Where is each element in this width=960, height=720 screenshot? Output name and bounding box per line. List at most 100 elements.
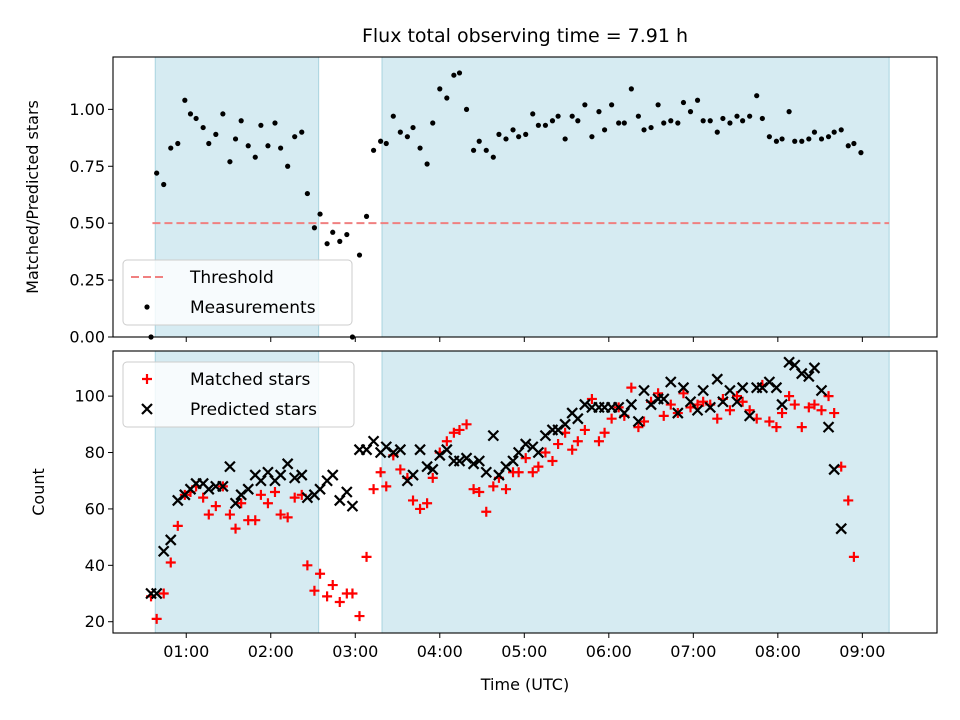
matched-point (626, 382, 637, 393)
legend-label: Predicted stars (190, 400, 317, 420)
predicted-point (532, 446, 545, 459)
matched-point (302, 560, 313, 571)
predicted-point (579, 398, 591, 411)
matched-point (803, 402, 814, 413)
measurement-point (182, 97, 188, 103)
matched-point (255, 489, 266, 500)
measurement-point (363, 213, 370, 219)
measurement-point (831, 129, 837, 135)
axes-frame (112, 56, 938, 338)
legend: Threshold Measurements (122, 259, 353, 326)
measurement-point (496, 131, 502, 137)
matched-point (784, 391, 795, 402)
predicted-point (770, 381, 783, 394)
measurement-point (700, 118, 706, 124)
predicted-point (421, 460, 433, 473)
predicted-point (828, 463, 840, 476)
legend-label: Matched stars (190, 370, 310, 390)
matched-point (461, 419, 472, 430)
measurement-point (838, 127, 844, 133)
measurement-point (227, 159, 233, 165)
predicted-point (796, 367, 808, 380)
measurement-point (661, 120, 667, 126)
matched-point (151, 613, 162, 624)
measurement-point (786, 109, 792, 115)
matched-point (224, 509, 235, 520)
y-tick-label: 60 (85, 499, 105, 518)
matched-point (593, 436, 604, 447)
matched-point (250, 515, 261, 526)
measurement-point (272, 120, 278, 126)
measurement-point (680, 99, 687, 106)
measurement-point (168, 145, 174, 151)
predicted-point (203, 483, 215, 495)
predicted-point (281, 458, 294, 470)
x-tick-label: 09:00 (839, 642, 885, 661)
predicted-point (295, 469, 308, 481)
measurement-point (292, 134, 298, 140)
measurement-point (299, 129, 305, 135)
measurement-point (818, 136, 825, 142)
measurement-point (569, 113, 575, 119)
measurement-point (668, 118, 674, 124)
measurement-point (463, 106, 470, 112)
matched-point (731, 391, 742, 402)
matched-point (395, 464, 406, 475)
measurement-point (483, 147, 489, 153)
measurement-point (317, 211, 323, 217)
x-tick-label: 05:00 (501, 642, 547, 661)
matched-point (230, 523, 241, 534)
matched-point (533, 461, 544, 472)
measurement-point (410, 124, 416, 131)
predicted-point (572, 412, 584, 425)
measurement-point (510, 127, 516, 133)
matched-point (540, 447, 551, 458)
measurement-point (747, 113, 753, 119)
measurement-point (383, 140, 389, 147)
predicted-point (638, 384, 650, 397)
measurement-point (601, 127, 608, 133)
top-y-axis-label: Matched/Predicted stars (23, 100, 42, 294)
predicted-point (341, 486, 353, 498)
predicted-point (242, 483, 254, 495)
matched-point (282, 512, 293, 523)
predicted-point (711, 373, 724, 385)
predicted-point (467, 458, 480, 470)
predicted-point (487, 429, 500, 442)
legend-box (122, 259, 353, 326)
legend-measurement-swatch (144, 304, 150, 310)
matched-point (203, 509, 214, 520)
measurement-point (490, 154, 496, 160)
predicted-point (288, 472, 301, 484)
matched-point (158, 588, 169, 599)
measurement-point (687, 109, 694, 115)
matched-point (809, 399, 820, 410)
predicted-point (717, 395, 729, 408)
measurement-point (378, 138, 384, 144)
predicted-point (724, 384, 736, 397)
matched-point (289, 492, 300, 503)
predicted-point (743, 410, 756, 422)
measurement-point (444, 95, 450, 101)
measurement-point (792, 138, 798, 144)
predicted-point (625, 398, 638, 411)
measurement-point (278, 145, 284, 151)
measurement-point (476, 138, 482, 144)
axes-frame (112, 350, 938, 634)
measurement-point (424, 161, 430, 167)
series-1 (148, 70, 864, 340)
measurement-point (390, 113, 396, 119)
chart-title: Flux total observing time = 7.91 h (362, 25, 688, 47)
predicted-point (387, 446, 400, 459)
matched-point (599, 427, 610, 438)
matched-point (468, 484, 479, 495)
matched-point (848, 551, 859, 562)
measurement-point (330, 229, 336, 235)
measurement-point (727, 120, 733, 126)
predicted-point (677, 381, 690, 394)
predicted-point (507, 455, 519, 467)
matched-point (422, 498, 433, 509)
matched-point (520, 453, 531, 464)
matched-point (639, 416, 650, 427)
predicted-point (704, 401, 717, 414)
